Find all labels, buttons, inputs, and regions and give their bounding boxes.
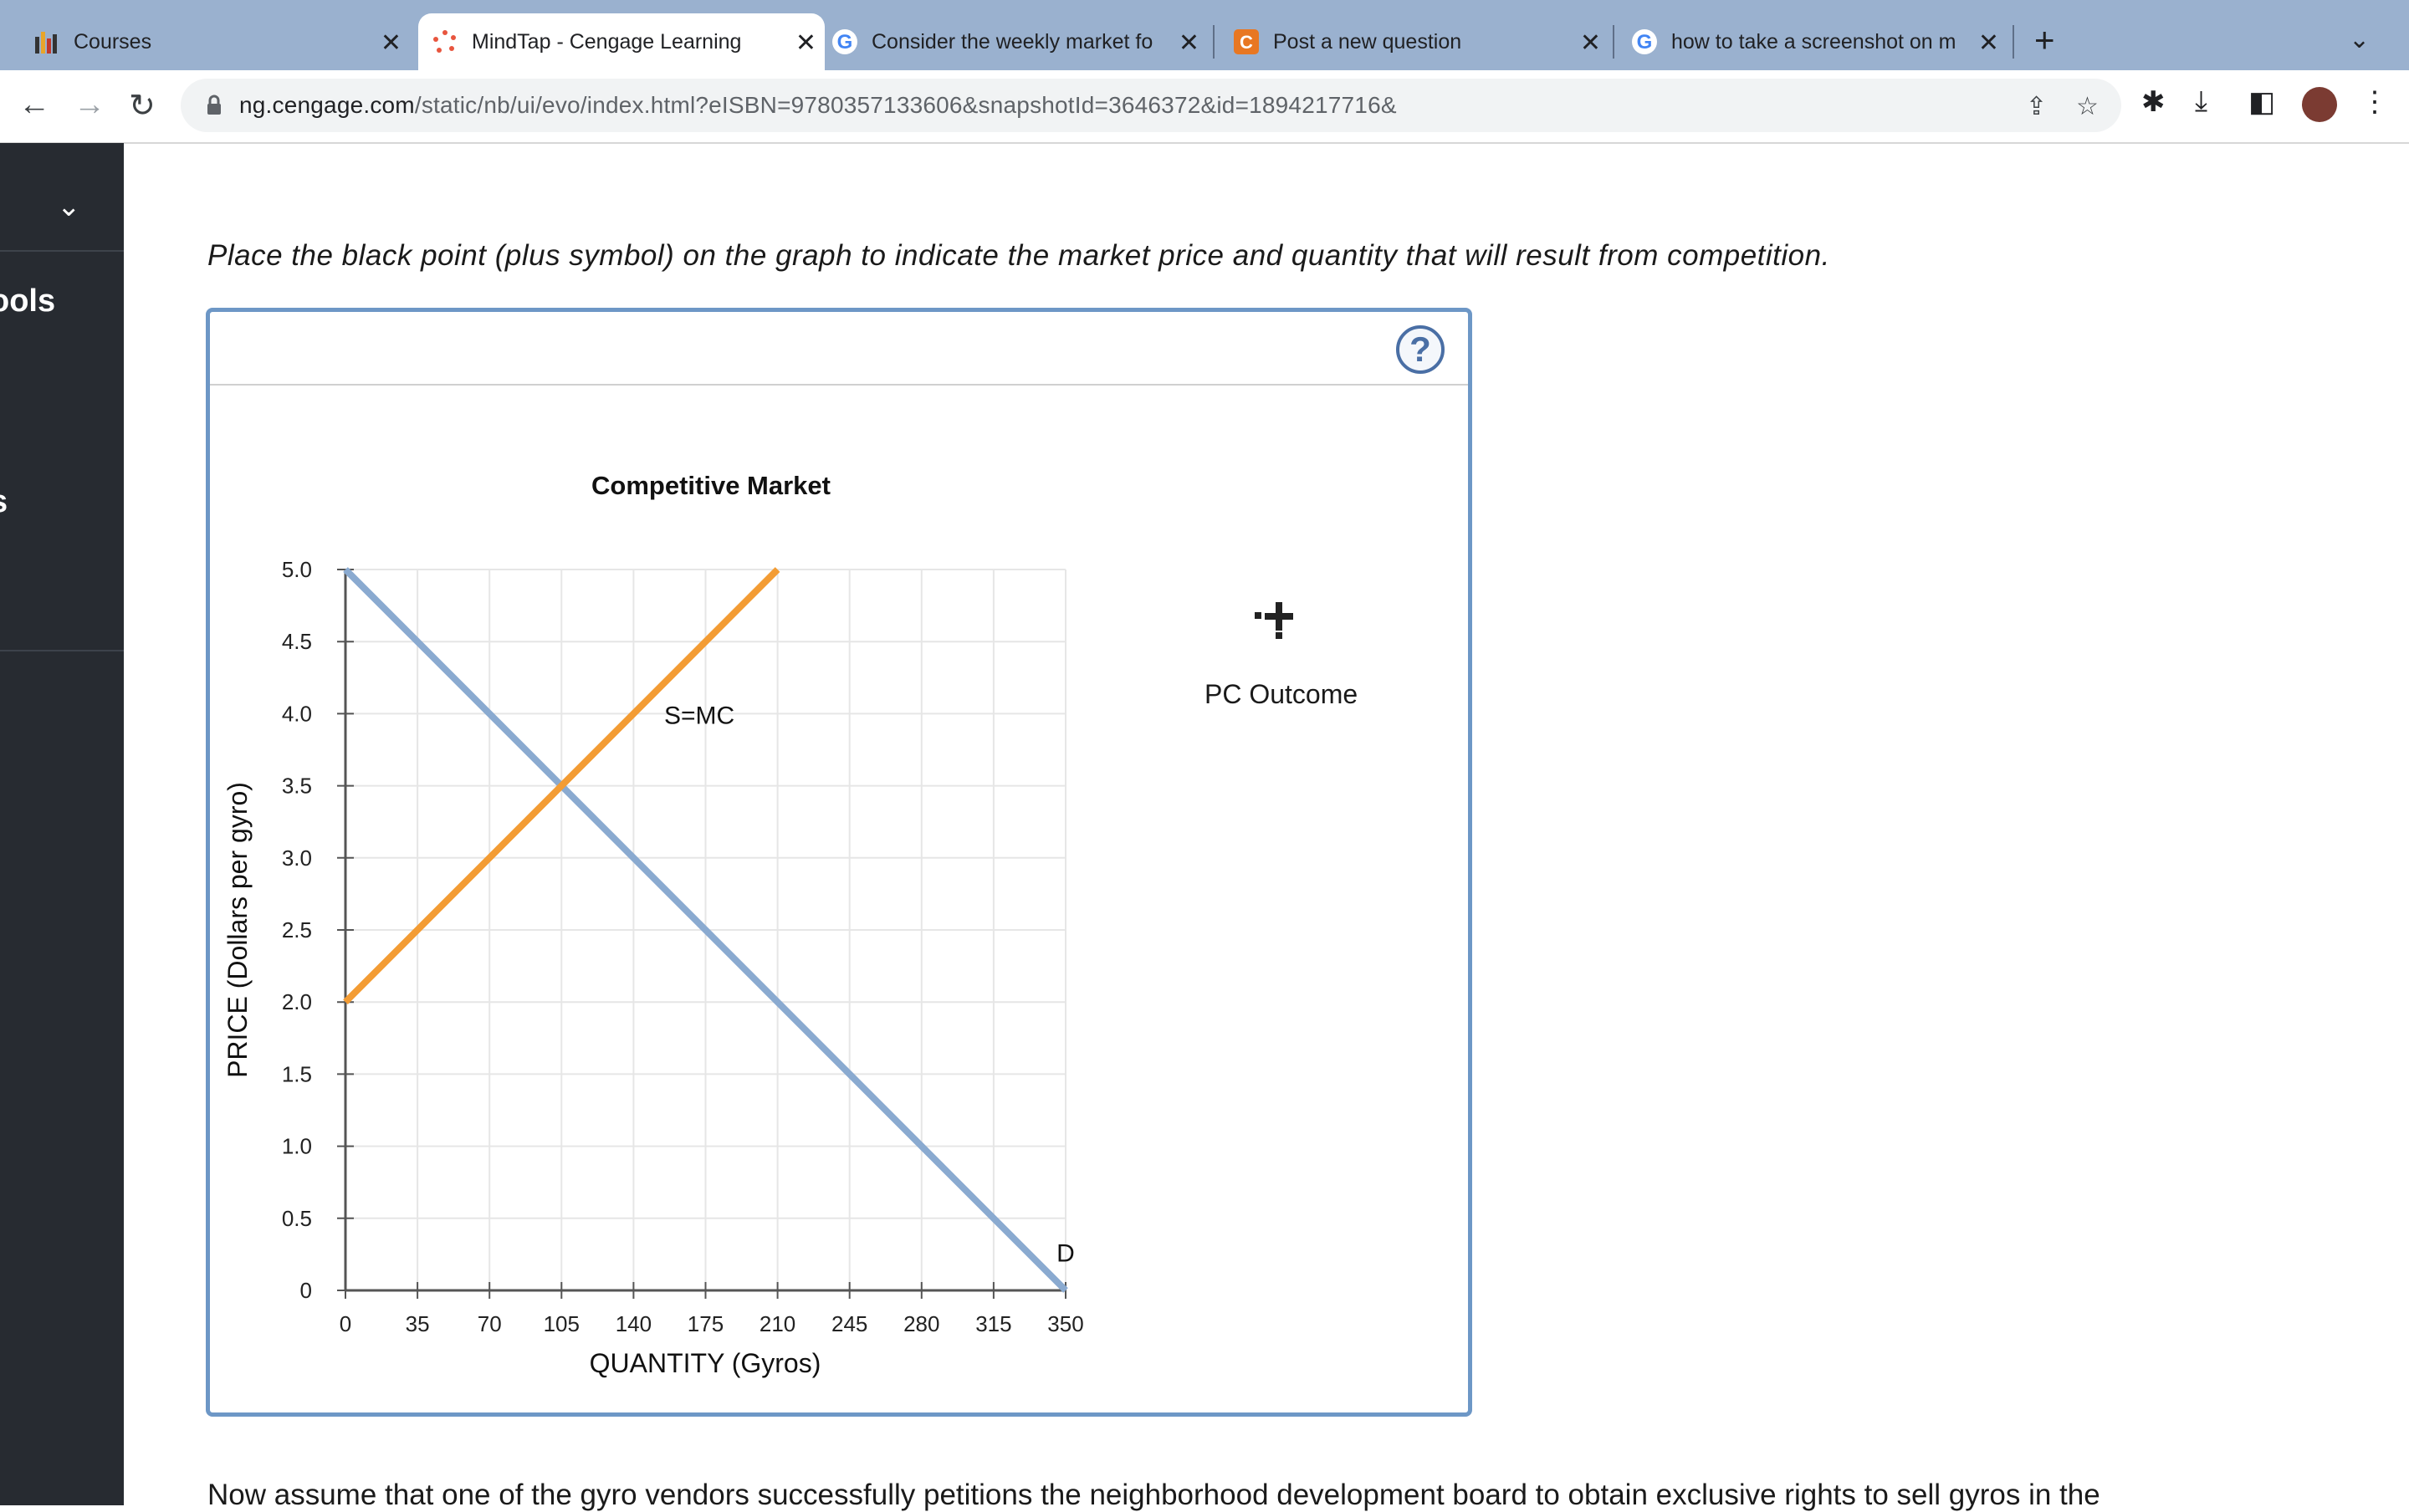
url-text: ng.cengage.com/static/nb/ui/evo/index.ht…: [239, 92, 1397, 119]
google-favicon-icon: G: [831, 28, 858, 55]
y-tick-label: 3.5: [282, 774, 312, 799]
tab-title: MindTap - Cengage Learning: [472, 29, 742, 54]
plus-symbol-icon[interactable]: [1250, 599, 1308, 649]
profile-avatar[interactable]: [2302, 87, 2337, 122]
y-tick-label: 4.5: [282, 629, 312, 654]
x-tick-label: 315: [975, 1311, 1011, 1336]
extensions-icon[interactable]: ✱: [2141, 86, 2166, 118]
tab-title: Consider the weekly market fo: [872, 29, 1153, 54]
browser-tab[interactable]: G how to take a screenshot on m ✕: [1631, 13, 1999, 70]
y-axis-label: PRICE (Dollars per gyro): [222, 782, 253, 1078]
close-tab-icon[interactable]: ✕: [380, 29, 402, 57]
browser-tab[interactable]: Courses ✕: [33, 13, 402, 70]
y-tick-label: 5.0: [282, 557, 312, 582]
pc-outcome-label: PC Outcome: [1204, 679, 1358, 709]
x-tick-label: 280: [903, 1311, 939, 1336]
tab-title: Courses: [74, 29, 152, 54]
tab-title: Post a new question: [1273, 29, 1462, 54]
forward-arrow-icon[interactable]: →: [74, 87, 105, 122]
chevron-down-icon[interactable]: ⌄: [57, 191, 81, 222]
y-tick-label: 1.0: [282, 1134, 312, 1159]
close-tab-icon[interactable]: ✕: [1178, 29, 1199, 57]
demand-curve-label: D: [1056, 1239, 1075, 1267]
left-sidebar: ⌄ ools s: [0, 143, 124, 1505]
url-host: ng.cengage.com: [239, 92, 415, 118]
google-favicon-icon: G: [1631, 28, 1658, 55]
svg-text:C: C: [1240, 32, 1253, 53]
url-path: /static/nb/ui/evo/index.html?eISBN=97803…: [414, 92, 1397, 118]
y-tick-label: 2.0: [282, 989, 312, 1014]
reload-icon[interactable]: ↻: [129, 89, 156, 124]
x-tick-label: 0: [340, 1311, 351, 1336]
browser-tab[interactable]: C Post a new question ✕: [1233, 13, 1601, 70]
close-tab-icon[interactable]: ✕: [1977, 29, 1999, 57]
browser-toolbar: ← → ↻ ng.cengage.com/static/nb/ui/evo/in…: [0, 70, 2409, 144]
x-tick-label: 350: [1047, 1311, 1083, 1336]
svg-text:G: G: [837, 31, 853, 54]
y-tick-label: 0.5: [282, 1206, 312, 1231]
sidebar-divider: [0, 650, 124, 651]
tab-separator: [1213, 25, 1215, 59]
chevron-down-icon[interactable]: ⌄: [2349, 26, 2371, 54]
address-bar[interactable]: ng.cengage.com/static/nb/ui/evo/index.ht…: [181, 79, 2121, 132]
close-tab-icon[interactable]: ✕: [1579, 29, 1601, 57]
bar-chart-favicon-icon: [33, 28, 60, 55]
back-arrow-icon[interactable]: ←: [18, 87, 50, 122]
share-icon[interactable]: ⇪: [2026, 93, 2048, 120]
lock-icon: [207, 94, 221, 115]
close-tab-icon[interactable]: ✕: [795, 29, 816, 57]
new-tab-icon[interactable]: +: [2034, 20, 2055, 59]
download-icon[interactable]: ⤓: [2195, 85, 2208, 117]
browser-tab[interactable]: G Consider the weekly market fo ✕: [831, 13, 1199, 70]
y-tick-label: 1.5: [282, 1061, 312, 1086]
browser-tab-active[interactable]: MindTap - Cengage Learning ✕: [418, 13, 825, 70]
y-tick-label: 0: [300, 1278, 312, 1303]
x-tick-label: 210: [760, 1311, 795, 1336]
browser-tab-strip: Courses ✕ MindTap - Cengage Learning ✕ G…: [0, 0, 2409, 70]
tab-title: how to take a screenshot on m: [1671, 29, 1956, 54]
side-panel-icon[interactable]: ◧: [2248, 86, 2276, 118]
panel-header-divider: [210, 384, 1468, 386]
y-tick-label: 2.5: [282, 917, 312, 942]
y-tick-label: 4.0: [282, 701, 312, 726]
next-question-text: Now assume that one of the gyro vendors …: [207, 1479, 2100, 1511]
sidebar-item-tools[interactable]: ools: [0, 284, 56, 319]
y-tick-label: 3.0: [282, 845, 312, 871]
x-tick-label: 70: [478, 1311, 502, 1336]
sidebar-divider: [0, 250, 124, 252]
chegg-favicon-icon: C: [1233, 28, 1260, 55]
chart-title: Competitive Market: [591, 471, 831, 500]
tab-separator: [1613, 25, 1614, 59]
pc-outcome-plus-tool[interactable]: [1250, 599, 1308, 653]
star-icon[interactable]: ☆: [2076, 93, 2099, 120]
x-tick-label: 175: [688, 1311, 724, 1336]
demand-curve-line: [343, 567, 1068, 1293]
question-instruction: Place the black point (plus symbol) on t…: [207, 239, 1830, 272]
help-icon[interactable]: ?: [1396, 325, 1445, 374]
competitive-market-chart[interactable]: 0 35 70 105 140 175 210 245 280 315 350 0 0.5 1.0 1.5 2…: [206, 308, 1472, 1417]
x-tick-label: 245: [831, 1311, 867, 1336]
tab-separator: [2013, 25, 2014, 59]
x-axis-label: QUANTITY (Gyros): [590, 1348, 821, 1378]
menu-dots-icon[interactable]: ⋮: [2360, 86, 2389, 118]
x-tick-label: 105: [544, 1311, 580, 1336]
sidebar-item-partial[interactable]: s: [0, 484, 8, 520]
supply-curve-label: S=MC: [664, 702, 734, 729]
x-tick-label: 35: [406, 1311, 430, 1336]
supply-curve-line: [343, 567, 780, 1005]
svg-text:G: G: [1637, 31, 1653, 54]
x-tick-label: 140: [616, 1311, 652, 1336]
mindtap-favicon-icon: [432, 28, 458, 55]
